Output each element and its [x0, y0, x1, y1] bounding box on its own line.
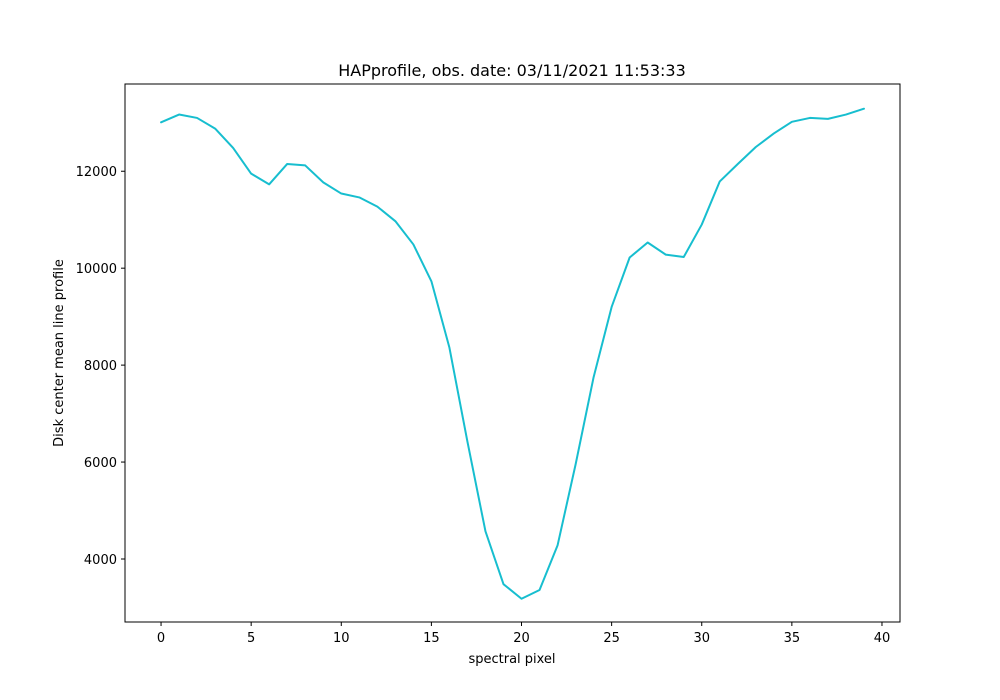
x-tick-label: 30 [693, 631, 710, 646]
data-point [683, 256, 685, 258]
data-point [466, 441, 468, 443]
data-point [358, 196, 360, 198]
chart-title: HAPprofile, obs. date: 03/11/2021 11:53:… [338, 61, 686, 80]
x-tick-label: 35 [784, 631, 801, 646]
data-point [574, 463, 576, 465]
data-point [484, 530, 486, 532]
data-point [610, 306, 612, 308]
x-tick-label: 25 [603, 631, 620, 646]
data-point [268, 183, 270, 185]
y-tick-label: 4000 [84, 553, 117, 568]
axes-frame [124, 83, 901, 623]
data-point [773, 132, 775, 134]
data-point [556, 544, 558, 546]
x-tick-label: 10 [333, 631, 350, 646]
data-point [232, 147, 234, 149]
data-point [430, 280, 432, 282]
data-point [791, 121, 793, 123]
x-axis: 0 5 10 15 20 25 30 35 40 [157, 622, 890, 646]
x-tick-label: 20 [513, 631, 530, 646]
data-point [322, 181, 324, 183]
data-point [196, 117, 198, 119]
data-point [592, 376, 594, 378]
data-point [538, 589, 540, 591]
data-point [286, 163, 288, 165]
data-point [827, 118, 829, 120]
x-tick-label: 5 [247, 631, 255, 646]
y-tick-label: 12000 [76, 165, 117, 180]
data-point [809, 117, 811, 119]
y-axis: 4000 6000 8000 10000 12000 [76, 165, 125, 568]
y-tick-label: 10000 [76, 262, 117, 277]
data-point [178, 113, 180, 115]
x-axis-label: spectral pixel [468, 652, 555, 667]
data-point [502, 583, 504, 585]
data-point [520, 598, 522, 600]
data-point [160, 121, 162, 123]
y-tick-label: 8000 [84, 359, 117, 374]
data-point [737, 163, 739, 165]
data-point [448, 346, 450, 348]
data-point [845, 113, 847, 115]
x-tick-label: 0 [157, 631, 165, 646]
x-tick-label: 40 [874, 631, 891, 646]
data-point [646, 241, 648, 243]
data-point [304, 164, 306, 166]
data-point [412, 243, 414, 245]
data-point [376, 205, 378, 207]
data-point [628, 256, 630, 258]
x-tick-label: 15 [423, 631, 440, 646]
data-point [665, 253, 667, 255]
plot-area: 0 5 10 15 20 25 30 35 40 4000 6000 8000 10000 12000 [76, 83, 901, 646]
data-point [863, 108, 865, 110]
series-line [160, 107, 865, 600]
data-point [394, 220, 396, 222]
data-point [340, 192, 342, 194]
data-point [214, 127, 216, 129]
y-axis-label: Disk center mean line profile [52, 259, 67, 447]
data-point [755, 146, 757, 148]
y-tick-label: 6000 [84, 456, 117, 471]
series-layer [160, 107, 865, 600]
data-point [719, 180, 721, 182]
data-point [250, 172, 252, 174]
data-point [701, 223, 703, 225]
